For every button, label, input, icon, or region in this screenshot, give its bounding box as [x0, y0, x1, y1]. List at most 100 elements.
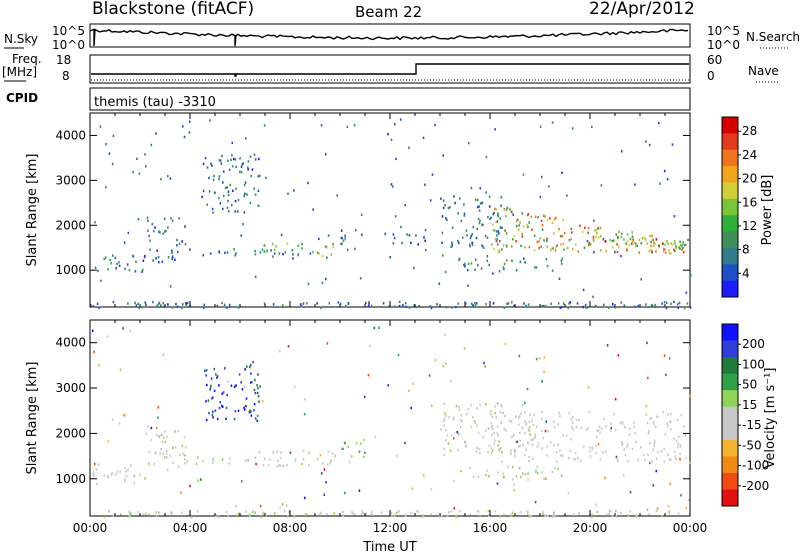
- data-cell: [205, 374, 207, 377]
- noise-right-tick-bottom: 10^0: [707, 38, 740, 52]
- data-cell: [452, 437, 455, 440]
- data-cell: [591, 125, 593, 129]
- data-cell: [606, 344, 609, 347]
- data-cell: [134, 270, 137, 273]
- data-cell: [483, 361, 485, 365]
- data-cell: [610, 510, 612, 513]
- data-cell: [525, 423, 528, 427]
- data-cell: [498, 232, 500, 235]
- data-cell: [449, 449, 452, 452]
- data-cell: [221, 154, 223, 158]
- data-cell: [615, 455, 618, 459]
- noise-sky-label: N.Sky: [4, 32, 38, 46]
- data-cell: [247, 166, 249, 169]
- data-cell: [244, 181, 247, 184]
- data-cell: [645, 303, 647, 306]
- data-cell: [446, 218, 448, 222]
- data-cell: [200, 478, 202, 481]
- data-cell: [286, 464, 288, 467]
- data-cell: [531, 443, 534, 447]
- data-cell: [604, 450, 607, 453]
- data-cell: [127, 231, 130, 235]
- data-cell: [323, 493, 326, 496]
- data-cell: [304, 513, 307, 516]
- data-cell: [232, 189, 234, 193]
- data-cell: [655, 509, 658, 513]
- data-cell: [671, 143, 674, 146]
- colorbar-segment: [722, 117, 738, 134]
- data-cell: [498, 270, 501, 273]
- data-cell: [341, 510, 344, 513]
- data-cell: [130, 464, 132, 467]
- data-cell: [160, 177, 162, 181]
- data-cell: [652, 448, 655, 452]
- data-cell: [569, 449, 572, 452]
- data-cell: [501, 450, 503, 454]
- data-cell: [656, 507, 659, 510]
- data-cell: [582, 288, 585, 292]
- data-cell: [367, 304, 370, 308]
- data-cell: [595, 235, 597, 239]
- data-cell: [545, 304, 547, 308]
- data-cell: [253, 403, 256, 406]
- data-cell: [235, 384, 237, 387]
- data-cell: [316, 302, 318, 305]
- data-cell: [636, 244, 638, 248]
- data-cell: [591, 515, 593, 519]
- data-cell: [252, 361, 254, 364]
- data-cell: [498, 449, 500, 452]
- data-cell: [544, 514, 547, 517]
- data-cell: [492, 272, 494, 275]
- data-cell: [176, 238, 178, 242]
- data-cell: [344, 491, 346, 495]
- data-cell: [463, 212, 466, 215]
- data-cell: [539, 237, 541, 240]
- data-cell: [464, 301, 466, 304]
- data-cell: [275, 245, 277, 248]
- data-cell: [144, 301, 147, 304]
- data-cell: [613, 239, 615, 242]
- data-cell: [281, 503, 284, 506]
- data-cell: [229, 457, 231, 460]
- data-cell: [553, 217, 556, 221]
- data-cell: [653, 439, 656, 442]
- data-cell: [687, 238, 689, 242]
- data-cell: [448, 416, 450, 419]
- data-cell: [606, 513, 608, 516]
- data-cell: [167, 303, 169, 306]
- data-cell: [591, 513, 593, 516]
- data-cell: [177, 429, 180, 433]
- data-cell: [197, 479, 199, 482]
- data-cell: [543, 304, 545, 308]
- data-cell: [355, 228, 357, 232]
- data-cell: [253, 409, 255, 412]
- data-cell: [559, 449, 561, 452]
- data-cell: [363, 455, 365, 459]
- data-cell: [237, 409, 240, 412]
- data-cell: [150, 438, 152, 442]
- data-cell: [476, 205, 479, 209]
- data-cell: [458, 257, 461, 261]
- data-cell: [580, 426, 583, 429]
- data-cell: [649, 417, 651, 420]
- data-cell: [599, 458, 602, 461]
- data-cell: [98, 364, 100, 367]
- data-cell: [497, 439, 500, 443]
- data-cell: [103, 257, 105, 261]
- data-cell: [224, 367, 226, 370]
- data-cell: [553, 513, 555, 517]
- data-cell: [216, 376, 218, 379]
- data-cell: [661, 302, 663, 305]
- data-cell: [459, 197, 461, 200]
- data-cell: [225, 417, 227, 420]
- data-cell: [555, 450, 558, 454]
- data-cell: [527, 441, 529, 444]
- data-cell: [548, 185, 550, 188]
- data-cell: [184, 446, 187, 449]
- data-cell: [112, 514, 115, 517]
- data-cell: [520, 511, 522, 514]
- data-cell: [492, 428, 494, 431]
- data-cell: [501, 226, 503, 229]
- data-cell: [350, 455, 353, 458]
